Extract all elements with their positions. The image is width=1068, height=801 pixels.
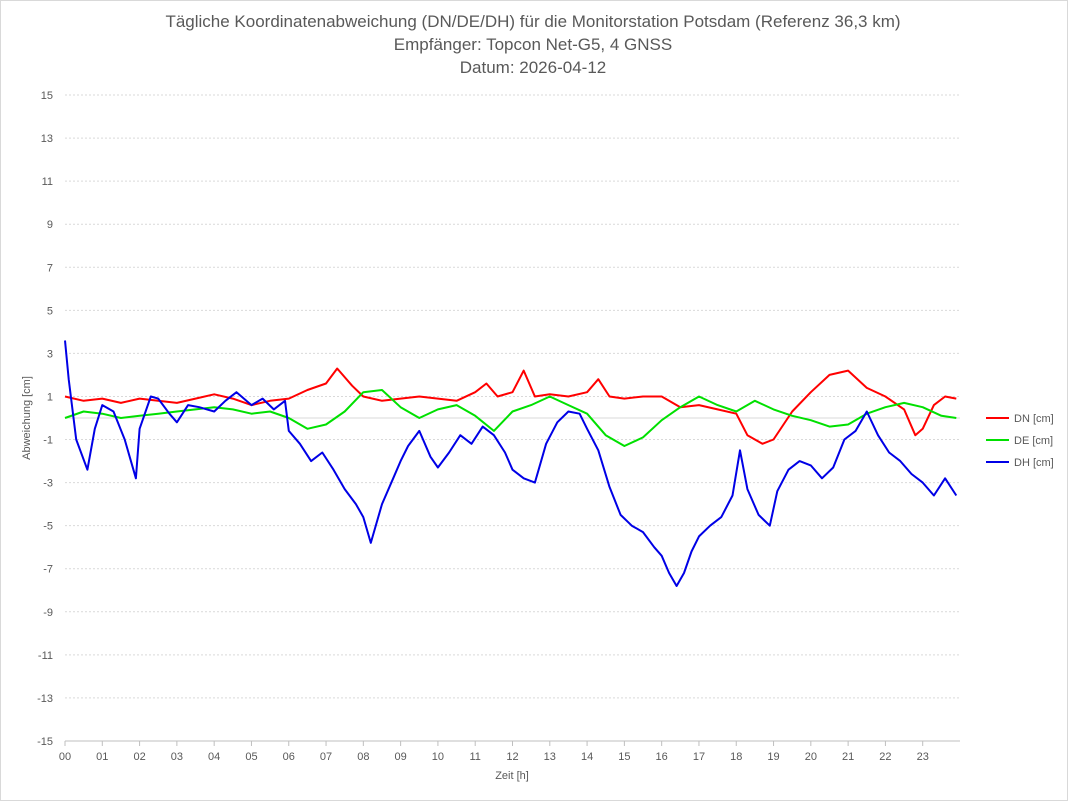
y-tick-labels: 15 13 11 9 7 5 3 1 -1 -3 -5 -7 -9 -11 -13 -15 — [37, 90, 53, 748]
legend-label: DH [cm] — [1014, 457, 1054, 469]
x-tick-label: 14 — [581, 751, 593, 763]
x-tick-label: 10 — [432, 751, 444, 763]
legend-label: DN [cm] — [1014, 413, 1054, 425]
chart-title: Tägliche Koordinatenabweichung (DN/DE/DH… — [165, 12, 901, 31]
y-axis-label: Abweichung [cm] — [21, 376, 33, 460]
y-tick-label: 7 — [47, 262, 53, 274]
y-tick-label: -9 — [43, 607, 53, 619]
x-tick-label: 18 — [730, 751, 742, 763]
y-tick-label: 15 — [41, 90, 53, 102]
grid-lines — [65, 94, 960, 742]
y-tick-label: 5 — [47, 305, 53, 317]
x-tick-label: 07 — [320, 751, 332, 763]
x-tick-label: 23 — [917, 751, 929, 763]
x-tick-label: 08 — [357, 751, 369, 763]
x-tick-label: 02 — [133, 751, 145, 763]
series-line-dh — [64, 340, 958, 587]
x-tick-label: 21 — [842, 751, 854, 763]
y-tick-label: 9 — [47, 219, 53, 231]
x-tick-label: 15 — [618, 751, 630, 763]
series-line-dn — [64, 367, 957, 445]
x-tick-label: 03 — [171, 751, 183, 763]
y-tick-label: -15 — [37, 736, 53, 748]
y-tick-label: -7 — [43, 564, 53, 576]
legend-label: DE [cm] — [1014, 435, 1053, 447]
y-tick-label: -13 — [37, 693, 53, 705]
series-line-de — [64, 389, 957, 447]
y-tick-label: -3 — [43, 478, 53, 490]
y-tick-label: 3 — [47, 348, 53, 360]
x-tick-label: 19 — [767, 751, 779, 763]
x-tick-label: 05 — [245, 751, 257, 763]
x-tick-label: 11 — [469, 751, 480, 763]
x-tick-label: 00 — [59, 751, 71, 763]
x-tick-label: 13 — [544, 751, 556, 763]
y-tick-label: 11 — [42, 176, 53, 188]
x-tick-labels: 00 01 02 03 04 05 06 07 08 09 10 11 12 13 14 15 16 17 18 19… — [59, 741, 929, 763]
x-tick-label: 09 — [395, 751, 407, 763]
y-tick-label: -11 — [38, 650, 53, 662]
chart-subtitle: Empfänger: Topcon Net-G5, 4 GNSS — [393, 35, 673, 54]
x-tick-label: 20 — [805, 751, 817, 763]
y-tick-label: 13 — [41, 133, 53, 145]
x-tick-label: 22 — [879, 751, 891, 763]
series-lines — [64, 340, 958, 587]
legend: DN [cm] DE [cm] DH [cm] — [986, 413, 1054, 469]
x-tick-label: 17 — [693, 751, 705, 763]
chart-date: Datum: 2026-04-12 — [459, 58, 607, 77]
y-tick-label: 1 — [47, 391, 53, 403]
x-tick-label: 06 — [283, 751, 295, 763]
x-tick-label: 01 — [96, 751, 108, 763]
y-tick-label: -5 — [43, 521, 53, 533]
x-tick-label: 04 — [208, 751, 220, 763]
y-tick-label: -1 — [43, 435, 53, 447]
x-axis-label: Zeit [h] — [495, 770, 529, 782]
x-tick-label: 16 — [656, 751, 668, 763]
x-tick-label: 12 — [506, 751, 518, 763]
